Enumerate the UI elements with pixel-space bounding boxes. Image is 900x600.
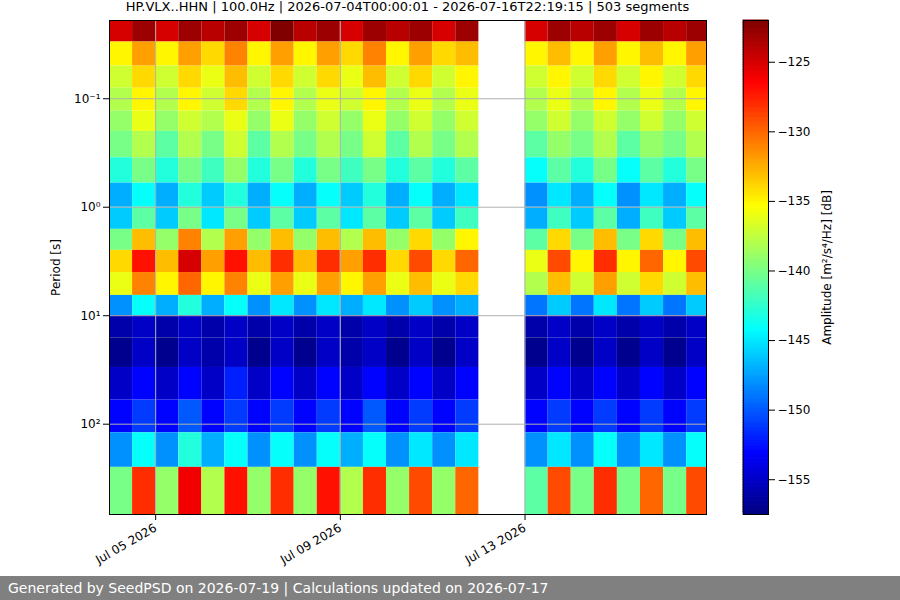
svg-text:Period [s]: Period [s]: [49, 239, 63, 296]
svg-text:−130: −130: [778, 125, 811, 139]
svg-text:10²: 10²: [80, 417, 100, 431]
svg-text:−135: −135: [778, 194, 811, 208]
html-text:Generated by SeedPSD on 2026-0: Generated by SeedPSD on 2026-07-19 | Cal…: [8, 580, 549, 596]
svg-text:−140: −140: [778, 264, 811, 278]
svg-text:10¹: 10¹: [80, 309, 100, 323]
html-text:HP.VLX..HHN | 100.0Hz | 2026-0: HP.VLX..HHN | 100.0Hz | 2026-07-04T00:00…: [125, 0, 690, 14]
svg-text:Amplitude [m²/s⁴/Hz] [dB]: Amplitude [m²/s⁴/Hz] [dB]: [820, 190, 834, 345]
svg-text:10⁰: 10⁰: [80, 200, 100, 214]
svg-text:10⁻¹: 10⁻¹: [74, 92, 101, 106]
svg-text:−150: −150: [778, 403, 811, 417]
svg-text:−125: −125: [778, 55, 811, 69]
svg-text:Jul 09 2026: Jul 09 2026: [277, 521, 344, 568]
svg-text:−155: −155: [778, 473, 811, 487]
svg-text:−145: −145: [778, 333, 811, 347]
svg-text:Jul 13 2026: Jul 13 2026: [462, 521, 529, 568]
svg-text:Jul 05 2026: Jul 05 2026: [92, 521, 159, 568]
